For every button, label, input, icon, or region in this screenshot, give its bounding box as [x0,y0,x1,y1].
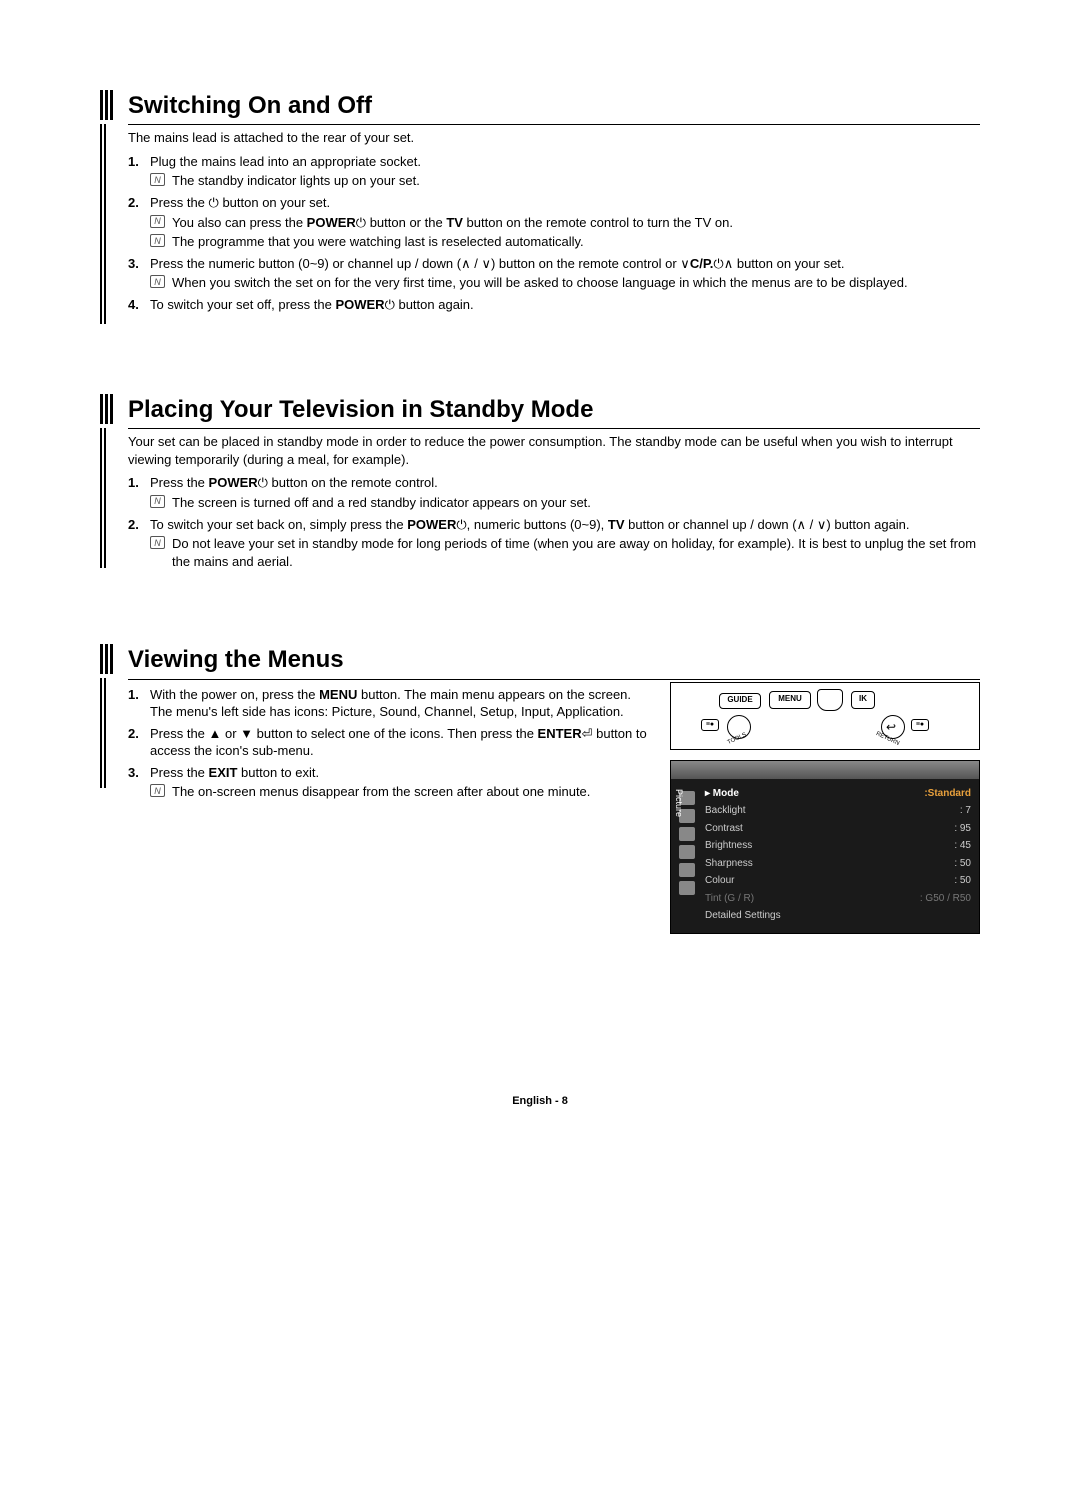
section-standby: Placing Your Television in Standby Mode … [100,394,980,574]
note-icon: N [150,275,165,288]
section-switching: Switching On and Off The mains lead is a… [100,90,980,324]
osd-row: Tint (G / R): G50 / R50 [705,890,971,908]
note-icon: N [150,536,165,549]
osd-row: Colour: 50 [705,872,971,890]
page-footer: English - 8 [100,1094,980,1109]
osd-icon [679,845,695,859]
remote-nav-icon [817,689,843,711]
osd-icon [679,881,695,895]
side-bars [100,394,116,574]
remote-small-button: ≡● [911,719,929,731]
step: 1. With the power on, press the MENU but… [150,686,652,721]
step: 4. To switch your set off, press the POW… [150,296,980,314]
step: 2. Press the ▲ or ▼ button to select one… [150,725,652,760]
section-menus: Viewing the Menus 1. With the power on, … [100,644,980,933]
note-icon: N [150,234,165,247]
section-intro: The mains lead is attached to the rear o… [128,129,980,147]
note-icon: N [150,495,165,508]
section-title: Switching On and Off [128,90,980,125]
osd-topbar [671,761,979,779]
osd-category-label: Picture [673,789,685,817]
osd-row: Detailed Settings [705,907,971,925]
remote-menu-button: MENU [769,691,811,709]
remote-diagram: GUIDE MENU IK ≡● ≡● TOOLS RETURN ↩ [670,682,980,750]
osd-row: Backlight: 7 [705,802,971,820]
note-icon: N [150,215,165,228]
step: 2. Press the ⏻ button on your set. NYou … [150,194,980,251]
osd-row: Brightness: 45 [705,837,971,855]
osd-icon [679,863,695,877]
step: 3. Press the numeric button (0~9) or cha… [150,255,980,292]
step: 2. To switch your set back on, simply pr… [150,516,980,571]
osd-list: ▸ Mode:StandardBacklight: 7Contrast: 95B… [703,779,979,927]
note-icon: N [150,784,165,797]
osd-row: ▸ Mode:Standard [705,785,971,803]
remote-ik-button: IK [851,691,875,709]
remote-guide-button: GUIDE [719,693,761,709]
osd-row: Sharpness: 50 [705,855,971,873]
note-icon: N [150,173,165,186]
return-arrow-icon: ↩ [886,719,896,735]
osd-menu: Picture ▸ Mode:StandardBacklight: 7Contr… [670,760,980,934]
section-intro: Your set can be placed in standby mode i… [128,433,980,468]
step: 3. Press the EXIT button to exit. NThe o… [150,764,652,801]
osd-icon [679,827,695,841]
section-title: Viewing the Menus [128,644,980,679]
side-bars [100,644,116,933]
side-bars [100,90,116,324]
step: 1. Plug the mains lead into an appropria… [150,153,980,190]
remote-small-button: ≡● [701,719,719,731]
section-title: Placing Your Television in Standby Mode [128,394,980,429]
step: 1. Press the POWER⏻ button on the remote… [150,474,980,511]
osd-row: Contrast: 95 [705,820,971,838]
